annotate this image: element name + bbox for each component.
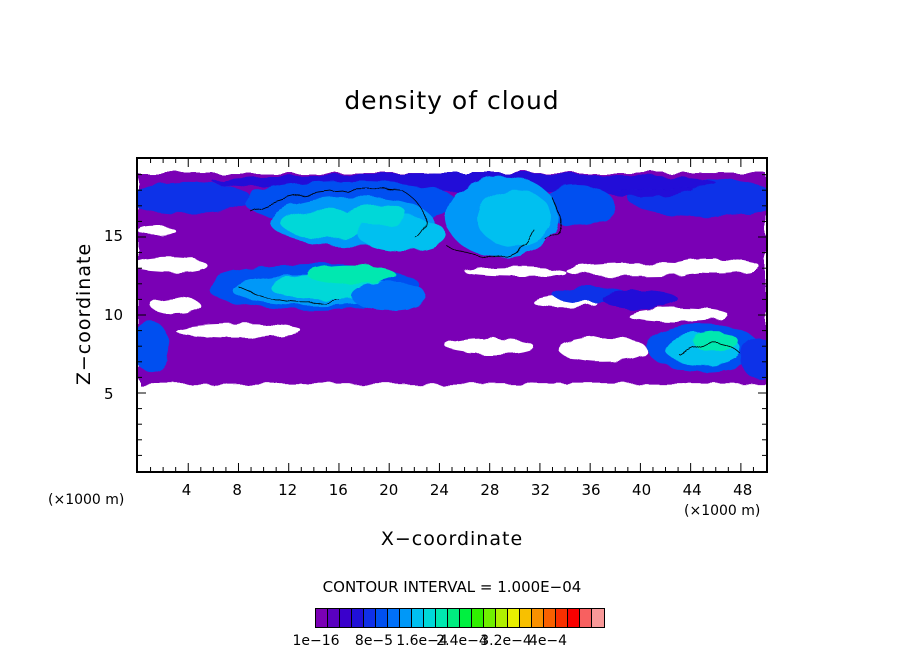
y-tick-label: 10: [104, 306, 124, 324]
x-tick-label: 32: [530, 481, 551, 499]
x-tick-label: 44: [682, 481, 702, 499]
clear-gap: [671, 258, 760, 275]
clear-gap: [464, 266, 566, 276]
contour-line: [546, 197, 561, 241]
y-tick-label: 15: [104, 227, 124, 245]
x-tick-label: 12: [278, 481, 298, 499]
colorbar-swatch: [508, 609, 520, 627]
x-tick-label: 8: [232, 481, 242, 499]
colorbar-swatch: [460, 609, 472, 627]
upper-band: [138, 182, 252, 214]
plot-area: [136, 157, 768, 473]
mid-layer: [307, 265, 396, 284]
x-tick-label: 24: [429, 481, 449, 499]
colorbar-swatch: [592, 609, 604, 627]
x-unit-right: (×1000 m): [684, 503, 761, 519]
colorbar-swatch: [364, 609, 376, 627]
mid-layer: [602, 290, 679, 309]
low-band: [138, 321, 170, 372]
contour-interval: CONTOUR INTERVAL = 1.000E−04: [322, 578, 582, 596]
x-tick-label: 16: [328, 481, 348, 499]
colorbar-swatch: [544, 609, 556, 627]
clear-gap: [627, 307, 729, 323]
colorbar-swatch: [556, 609, 568, 627]
x-tick-label: 4: [181, 481, 192, 499]
x-tick-label: 40: [632, 481, 652, 499]
clear-gap: [138, 257, 208, 273]
x-tick-label: 48: [733, 481, 753, 499]
clear-gap: [558, 336, 647, 362]
colorbar-label: 2.4e−4: [436, 633, 488, 649]
low-band: [740, 338, 766, 379]
contour-line: [445, 229, 535, 258]
colorbar-swatch: [520, 609, 532, 627]
colorbar-swatch: [424, 609, 436, 627]
y-tick-label: 5: [104, 385, 114, 403]
colorbar-swatch: [448, 609, 460, 627]
contour-line: [677, 342, 742, 355]
colorbar-swatch: [496, 609, 508, 627]
contour-line: [250, 188, 425, 238]
colorbar-swatch: [340, 609, 352, 627]
upper-core: [477, 190, 553, 247]
contour-line: [238, 286, 340, 304]
clear-gap: [175, 323, 302, 338]
colorbar-swatch: [412, 609, 424, 627]
colorbar-label: 1.6e−4: [396, 633, 448, 649]
x-unit-left: (×1000 m): [48, 492, 125, 508]
colorbar-label: 3.2e−4: [480, 633, 532, 649]
x-tick-label: 28: [480, 481, 500, 499]
colorbar-swatch: [352, 609, 364, 627]
colorbar-swatch: [316, 609, 328, 627]
colorbar-label: 4e−4: [528, 633, 568, 649]
clear-gap: [150, 297, 201, 314]
x-tick-label: 36: [581, 481, 601, 499]
colorbar-label: 8e−5: [354, 633, 394, 649]
y-axis-label: Z−coordinate: [73, 242, 95, 386]
chart-title: density of cloud: [344, 86, 560, 115]
x-tick-label: 20: [379, 481, 399, 499]
upper-core: [345, 204, 409, 227]
cloud-density-field: [138, 159, 766, 471]
colorbar-swatch: [400, 609, 412, 627]
colorbar-swatch: [580, 609, 592, 627]
upper-band: [539, 185, 616, 227]
colorbar-swatch: [328, 609, 340, 627]
colorbar-swatch: [388, 609, 400, 627]
colorbar-swatch: [376, 609, 388, 627]
low-right-core: [693, 332, 739, 351]
clear-gap: [138, 226, 176, 236]
mid-layer: [351, 282, 427, 311]
clear-gap: [445, 338, 534, 354]
colorbar-swatch: [568, 609, 580, 627]
colorbar-swatch: [472, 609, 484, 627]
colorbar-label: 1e−16: [292, 633, 340, 649]
colorbar-swatch: [484, 609, 496, 627]
colorbar: [315, 608, 605, 628]
x-axis-label: X−coordinate: [380, 528, 524, 550]
colorbar-swatch: [532, 609, 544, 627]
colorbar-swatch: [436, 609, 448, 627]
